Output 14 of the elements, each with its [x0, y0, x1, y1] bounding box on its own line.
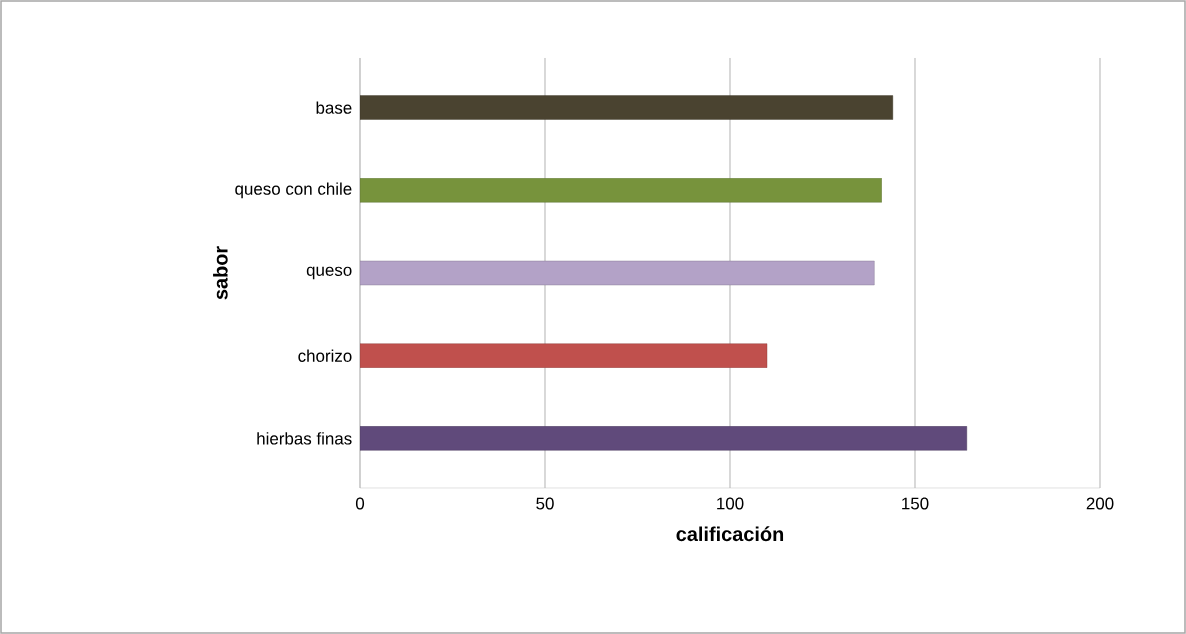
bar — [360, 343, 768, 368]
y-tick-label: chorizo — [298, 349, 352, 362]
x-tick-label: 0 — [355, 497, 365, 510]
x-tick-label: 50 — [536, 497, 554, 510]
y-tick-label: base — [316, 101, 352, 114]
y-tick-label: queso con chile — [235, 182, 352, 199]
y-tick-label: hierbas finas — [257, 432, 352, 445]
y-axis-title: sabor — [213, 246, 228, 300]
x-tick-label: 100 — [717, 497, 744, 510]
y-tick-label: queso — [306, 266, 352, 280]
x-tick-label: 150 — [902, 497, 929, 510]
x-tick-label: 200 — [1086, 497, 1114, 510]
x-axis-title: calificación — [676, 526, 784, 542]
bar — [360, 178, 882, 203]
